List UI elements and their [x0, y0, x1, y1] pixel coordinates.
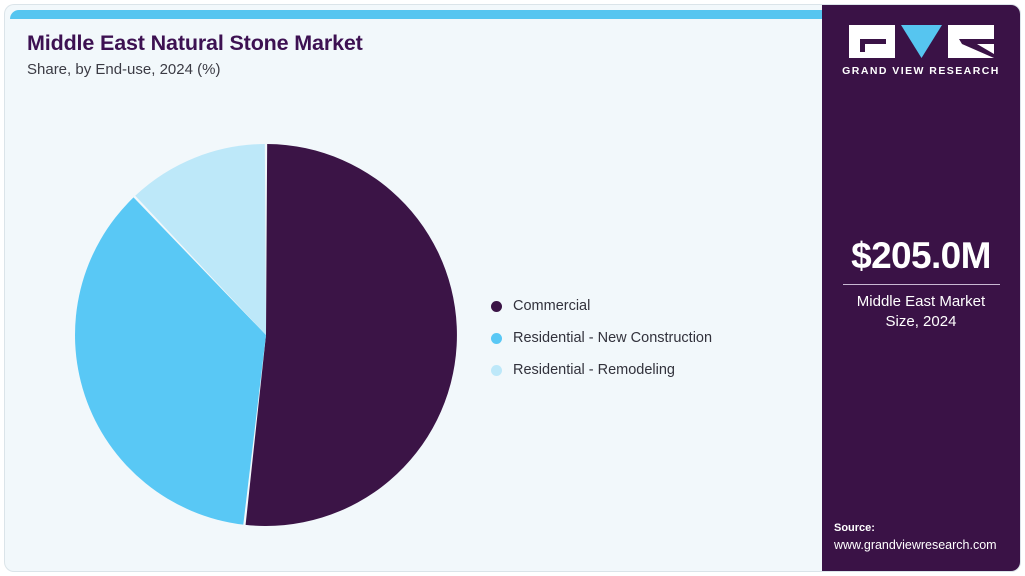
pie-slice[interactable] [135, 144, 266, 335]
market-size-caption-line1: Middle East Market [856, 292, 986, 310]
side-panel: GRAND VIEW RESEARCH $205.0M Middle East … [822, 5, 1020, 571]
brand-logo-text: GRAND VIEW RESEARCH [842, 65, 1000, 77]
top-accent-bar [10, 10, 828, 19]
pie-slice[interactable] [245, 144, 457, 526]
legend-item-label: Residential - New Construction [513, 329, 713, 346]
page-title: Middle East Natural Stone Market [27, 31, 363, 55]
legend-item-label: Commercial [513, 297, 591, 314]
gvr-logo-icon [848, 25, 994, 58]
source-label: Source: [834, 522, 875, 535]
chart-legend: Commercial Residential - New Construction… [491, 290, 712, 386]
chart-header: Middle East Natural Stone Market Share, … [27, 31, 797, 79]
market-size-caption: Middle East Market Size, 2024 [822, 292, 1020, 333]
brand-logo: GRAND VIEW RESEARCH [822, 25, 1020, 77]
market-size-value: $205.0M [851, 235, 991, 276]
legend-swatch-icon [491, 364, 502, 376]
pie-chart [75, 144, 457, 526]
source-block: Source: www.grandviewresearch.com [834, 521, 1020, 554]
legend-swatch-icon [491, 300, 502, 312]
legend-item[interactable]: Residential - Remodeling [491, 354, 712, 386]
stat-divider [842, 283, 1000, 285]
legend-swatch-icon [491, 332, 502, 344]
page-subtitle: Share, by End-use, 2024 (%) [27, 61, 221, 79]
pie-chart-svg [75, 144, 457, 526]
legend-item[interactable]: Residential - New Construction [491, 322, 712, 354]
market-size-caption-line2: Size, 2024 [885, 313, 957, 331]
market-size-stat: $205.0M Middle East Market Size, 2024 [822, 235, 1020, 333]
legend-item[interactable]: Commercial [491, 290, 712, 322]
legend-item-label: Residential - Remodeling [513, 361, 675, 378]
source-url[interactable]: www.grandviewresearch.com [834, 538, 997, 553]
pie-slice[interactable] [75, 197, 267, 525]
